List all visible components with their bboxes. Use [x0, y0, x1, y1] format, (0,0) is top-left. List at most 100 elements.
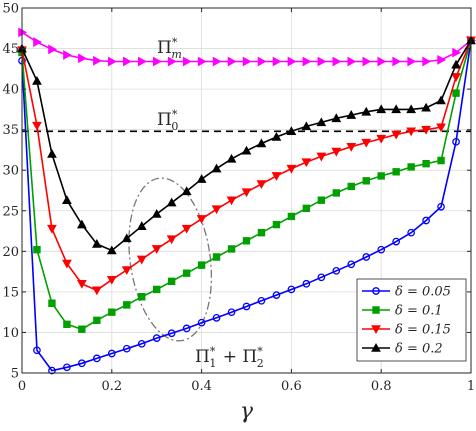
y-tick-label: 30 — [2, 164, 19, 179]
data-point-m — [242, 56, 252, 67]
data-point-0-1 — [407, 163, 415, 171]
legend-label-0-05: δ = 0.05 — [395, 285, 451, 300]
data-point-m — [422, 56, 432, 67]
data-point-0-15 — [391, 130, 402, 140]
data-point-m — [287, 56, 297, 67]
data-point-m — [272, 56, 282, 67]
data-point-0-2 — [391, 104, 402, 114]
x-tick-label: 1 — [467, 379, 475, 394]
data-point-m — [78, 53, 87, 64]
legend-marker-0-2 — [371, 342, 381, 352]
y-tick-label: 20 — [2, 245, 19, 260]
data-point-0-1 — [257, 228, 266, 237]
data-point-0-2 — [361, 106, 372, 116]
data-point-0-15 — [76, 280, 87, 289]
highlight-ellipse — [128, 177, 213, 342]
data-point-0-1 — [152, 285, 161, 294]
data-point-0-15 — [121, 266, 132, 276]
data-point-0-15 — [196, 215, 207, 224]
data-point-0-05 — [272, 291, 281, 299]
data-point-0-2 — [331, 113, 342, 123]
data-point-0-1 — [48, 299, 56, 307]
series-0-1 — [18, 36, 475, 333]
x-tick-label: 0 — [18, 379, 26, 394]
data-point-m — [437, 55, 447, 65]
data-point-0-05 — [302, 279, 311, 288]
y-tick-label: 35 — [2, 123, 19, 138]
data-point-0-05 — [287, 285, 296, 294]
data-point-0-1 — [167, 277, 176, 286]
data-point-0-2 — [121, 233, 132, 243]
x-tick-label: 0.4 — [191, 379, 212, 394]
data-point-0-1 — [227, 245, 236, 253]
data-point-0-1 — [347, 182, 355, 191]
data-point-m — [332, 56, 342, 67]
data-point-0-1 — [78, 325, 86, 333]
data-point-0-15 — [256, 180, 267, 190]
data-point-0-05 — [362, 253, 371, 261]
data-point-0-05 — [392, 237, 401, 246]
data-point-0-15 — [361, 138, 372, 148]
legend-label-0-1: δ = 0.1 — [395, 304, 443, 319]
data-point-0-2 — [436, 95, 446, 105]
data-point-0-15 — [316, 152, 327, 162]
data-point-0-1 — [123, 301, 131, 309]
data-point-0-15 — [211, 205, 222, 215]
data-point-m — [167, 56, 177, 67]
data-point-0-05 — [257, 296, 266, 305]
data-point-0-05 — [137, 339, 146, 348]
data-point-0-15 — [226, 196, 237, 206]
legend-label-0-15: δ = 0.15 — [395, 323, 451, 338]
x-axis-label: γ — [240, 399, 254, 424]
y-tick-label: 40 — [2, 83, 19, 98]
data-point-0-05 — [332, 266, 341, 275]
data-point-0-15 — [451, 73, 461, 82]
data-point-0-2 — [271, 131, 282, 141]
annotations: Π* m Π* 0 Π* 1 + Π* 2 — [157, 36, 264, 370]
data-point-0-15 — [62, 259, 72, 269]
data-point-0-2 — [106, 245, 117, 255]
legend: δ = 0.05 δ = 0.1 δ = 0.15 δ = 0.2 — [356, 278, 467, 362]
data-point-0-05 — [242, 302, 251, 311]
data-point-0-15 — [166, 235, 177, 245]
y-tick-label: 10 — [2, 326, 19, 341]
data-point-0-1 — [242, 237, 251, 245]
data-point-0-2 — [151, 208, 162, 218]
x-tick-label: 0.2 — [101, 379, 122, 394]
data-point-0-05 — [227, 308, 236, 317]
data-point-0-1 — [287, 212, 296, 221]
series-0-15 — [17, 36, 476, 296]
data-point-0-05 — [347, 260, 356, 269]
series-0-2 — [17, 35, 476, 255]
data-point-0-05 — [407, 228, 415, 237]
data-point-0-1 — [33, 246, 41, 254]
data-point-0-15 — [406, 127, 417, 137]
data-point-0-2 — [62, 195, 72, 204]
data-point-0-15 — [271, 172, 282, 181]
data-point-0-2 — [376, 104, 387, 114]
data-point-0-2 — [421, 102, 431, 112]
annotation-pi-0: Π* 0 — [157, 108, 178, 133]
data-point-0-1 — [138, 293, 146, 301]
data-point-0-1 — [317, 196, 326, 204]
data-point-0-2 — [211, 163, 222, 173]
data-point-0-2 — [301, 121, 312, 131]
annotation-pi-sum: Π* 1 + Π* 2 — [195, 345, 264, 370]
data-point-m — [302, 56, 312, 67]
data-point-m — [93, 55, 102, 66]
data-point-0-05 — [167, 329, 176, 338]
data-point-0-05 — [452, 137, 460, 146]
legend-marker-0-15 — [371, 325, 381, 335]
data-point-0-2 — [91, 239, 102, 248]
data-point-0-1 — [437, 156, 445, 165]
data-point-0-15 — [241, 188, 252, 198]
data-point-m — [152, 56, 162, 67]
data-point-0-15 — [47, 224, 57, 234]
data-point-m — [392, 56, 402, 67]
data-point-0-2 — [76, 219, 87, 229]
data-point-0-15 — [376, 134, 387, 144]
data-point-m — [197, 56, 207, 67]
series-line-0-15 — [21, 40, 472, 292]
